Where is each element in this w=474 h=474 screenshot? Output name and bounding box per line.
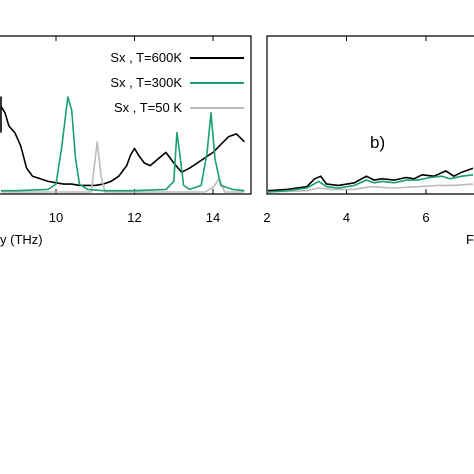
- panel-b-tick-label: 4: [343, 210, 350, 225]
- panel-b-series-0: [267, 167, 474, 192]
- panel-a-frame: [0, 35, 252, 195]
- legend-label-0: Sx , T=600K: [110, 50, 182, 65]
- panel-a-series-1: [1, 96, 245, 192]
- panel-b-series-1: [267, 174, 474, 193]
- legend-label-1: Sx , T=300K: [110, 75, 182, 90]
- panel-b-tick-label: 2: [263, 210, 270, 225]
- panel-b-x-ticks: 2 4 6: [263, 36, 430, 225]
- panel-a-series-0: [0, 96, 245, 187]
- panel-a-x-axis-label: y (THz): [0, 232, 43, 247]
- panel-b-series: [267, 167, 474, 193]
- panel-a-tick-label: 14: [206, 210, 220, 225]
- panel-b-frame: [266, 35, 474, 195]
- panel-b: 2 4 6 b) F: [263, 35, 474, 247]
- legend-label-2: Sx , T=50 K: [114, 100, 182, 115]
- panel-a-tick-label: 12: [127, 210, 141, 225]
- panel-b-x-axis-label: F: [466, 232, 474, 247]
- panel-a-series: [0, 96, 245, 193]
- panel-a: 10 12 14 Sx , T=600K Sx , T=300K Sx , T=50 K…: [0, 35, 252, 247]
- panel-b-series-2: [267, 183, 474, 193]
- panel-b-tick-label: 6: [422, 210, 429, 225]
- panel-a-legend: Sx , T=600K Sx , T=300K Sx , T=50 K: [110, 50, 244, 115]
- panel-a-tick-label: 10: [49, 210, 63, 225]
- panel-b-tag: b): [370, 133, 385, 152]
